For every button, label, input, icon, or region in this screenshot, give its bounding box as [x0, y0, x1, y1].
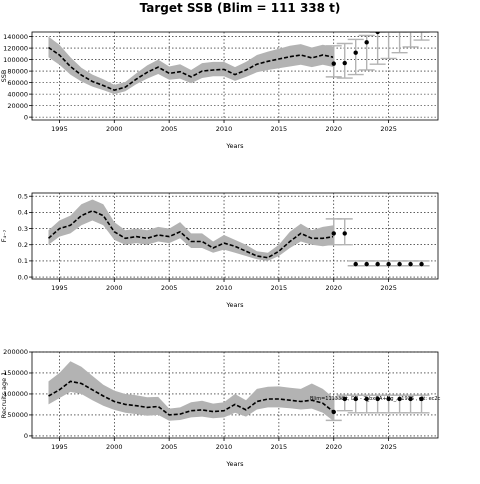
x-tick-label: 2015: [271, 443, 288, 451]
projection-point: [364, 396, 369, 402]
x-tick-label: 2000: [106, 284, 123, 292]
projection-point: [397, 396, 402, 402]
x-tick-label: 2025: [380, 284, 397, 292]
projection-point: [397, 16, 401, 20]
y-tick-label: 120000: [3, 44, 28, 52]
projection-point: [375, 32, 380, 35]
panel-2: 1995 2000 2005 2010 2015 2020 2025 0.0 0.1 0.2 0.3…: [0, 192, 439, 309]
projection-point: [364, 261, 369, 267]
confidence-band: [48, 361, 334, 422]
y-tick-label: 80000: [7, 67, 28, 75]
x-axis-label: Years: [225, 142, 244, 150]
median-line: [47, 209, 334, 259]
y-tick-label: 0.3: [18, 225, 28, 233]
projection-point: [386, 261, 391, 267]
x-tick-label: 2005: [161, 443, 178, 451]
x-tick-label: 1995: [51, 284, 68, 292]
axes-frame: [31, 31, 439, 121]
confidence-band: [48, 199, 334, 261]
figure-title: Target SSB (Blim = 111 338 t): [139, 1, 341, 15]
projection-point: [397, 261, 402, 267]
projection-point: [331, 61, 336, 66]
x-tick-label: 1995: [51, 443, 68, 451]
y-tick-label: 0.2: [18, 241, 28, 249]
projection-point: [353, 261, 358, 267]
y-tick-label: 0: [24, 113, 28, 121]
x-tick-label: 2015: [271, 125, 288, 133]
median-line: [48, 380, 335, 416]
y-tick-label: 200000: [3, 348, 28, 356]
x-tick-label: 2005: [161, 125, 178, 133]
median-line: [48, 46, 334, 91]
y-tick-label: 0: [24, 432, 28, 440]
projection-point: [342, 396, 347, 402]
projection-point: [342, 231, 347, 236]
y-tick-label: 140000: [3, 33, 28, 41]
panel-3: 1995 2000 2005 2010 2015 2020 2025 0 50000 100000…: [0, 348, 439, 468]
projection-point: [331, 409, 336, 415]
x-tick-label: 2020: [325, 284, 342, 292]
axes-frame: [31, 351, 439, 439]
x-tick-label: 2010: [216, 284, 233, 292]
panel-1: 1995 2000 2005 2010 2015 2020 2025 0 20000 40000 6…: [0, 16, 439, 150]
x-axis-label: Years: [225, 460, 244, 468]
x-tick-label: 2010: [216, 443, 233, 451]
y-tick-label: 50000: [7, 411, 28, 419]
y-tick-label: 0.0: [18, 273, 28, 281]
projection-point: [364, 40, 369, 45]
x-tick-label: 2000: [106, 443, 123, 451]
plot-area: [47, 199, 430, 267]
projection-point: [375, 261, 380, 267]
projection-point: [375, 396, 380, 402]
projection-point: [353, 50, 358, 55]
projection-point: [342, 60, 347, 66]
confidence-band: [48, 36, 334, 95]
y-tick-label: 100000: [3, 390, 28, 398]
x-tick-label: 2000: [106, 125, 123, 133]
y-tick-label: 0.5: [18, 192, 28, 200]
y-axis-label: SSB: [0, 70, 8, 83]
projection-point: [408, 261, 413, 267]
model-annotation: Blim=111338 t, DR - 2_bxOA+Ng_, r1936 , …: [310, 396, 441, 402]
y-tick-label: 40000: [7, 90, 28, 98]
projection-point: [386, 396, 391, 402]
axes-frame: [31, 192, 439, 280]
projection-point: [408, 396, 413, 402]
y-axis-label: Recruits age 1: [0, 372, 8, 419]
y-axis-label: F₄₋₇: [0, 229, 8, 242]
x-tick-label: 2020: [325, 443, 342, 451]
y-tick-label: 150000: [3, 369, 28, 377]
y-tick-label: 60000: [7, 79, 28, 87]
plot-area: [48, 361, 430, 422]
y-tick-label: 0.4: [18, 209, 28, 217]
plot-area: [48, 16, 430, 95]
projection-point: [386, 22, 390, 26]
x-tick-label: 2025: [380, 443, 397, 451]
x-tick-label: 2025: [380, 125, 397, 133]
projection-point: [419, 396, 424, 402]
x-axis-label: Years: [225, 301, 244, 309]
x-tick-label: 2020: [325, 125, 342, 133]
x-tick-label: 2015: [271, 284, 288, 292]
y-tick-label: 100000: [3, 56, 28, 64]
projection-point: [331, 231, 336, 236]
y-tick-label: 0.1: [18, 257, 28, 265]
x-tick-label: 2010: [216, 125, 233, 133]
x-tick-label: 1995: [51, 125, 68, 133]
projection-point: [419, 261, 424, 267]
y-tick-label: 20000: [7, 102, 28, 110]
projection-point: [353, 396, 358, 402]
x-tick-label: 2005: [161, 284, 178, 292]
